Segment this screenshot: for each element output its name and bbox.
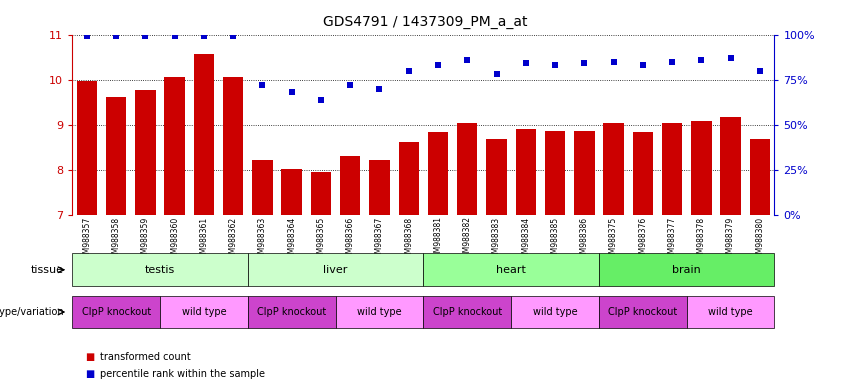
Text: tissue: tissue [31, 265, 64, 275]
Bar [223, 76, 243, 215]
Bar [369, 159, 390, 215]
Text: testis: testis [145, 265, 175, 275]
Bar [282, 169, 302, 215]
Bar [516, 129, 536, 215]
Bar [252, 160, 272, 215]
Bar [632, 132, 653, 215]
Point [139, 33, 152, 40]
Bar [750, 139, 770, 215]
Point [110, 33, 123, 40]
Point [314, 96, 328, 103]
Text: heart: heart [496, 265, 526, 275]
Text: GDS4791 / 1437309_PM_a_at: GDS4791 / 1437309_PM_a_at [323, 15, 528, 29]
Point [168, 33, 181, 40]
Text: ■: ■ [85, 369, 94, 379]
Point [460, 57, 474, 63]
Text: liver: liver [323, 265, 348, 275]
Bar [457, 122, 477, 215]
Bar [662, 123, 683, 215]
Text: percentile rank within the sample: percentile rank within the sample [100, 369, 266, 379]
Bar [164, 76, 185, 215]
Point [753, 68, 767, 74]
Text: wild type: wild type [357, 307, 402, 317]
Bar [486, 139, 506, 215]
Point [548, 62, 562, 68]
Point [344, 82, 357, 88]
Point [197, 33, 211, 40]
Text: transformed count: transformed count [100, 352, 191, 362]
Text: ClpP knockout: ClpP knockout [257, 307, 326, 317]
Text: genotype/variation: genotype/variation [0, 307, 64, 317]
Text: brain: brain [672, 265, 701, 275]
Point [373, 86, 386, 92]
Point [607, 59, 620, 65]
Point [402, 68, 415, 74]
Point [578, 60, 591, 66]
Text: ClpP knockout: ClpP knockout [608, 307, 677, 317]
Text: wild type: wild type [708, 307, 753, 317]
Point [519, 60, 533, 66]
Point [255, 82, 269, 88]
Bar [311, 172, 331, 215]
Bar [574, 131, 595, 215]
Text: ■: ■ [85, 352, 94, 362]
Text: ClpP knockout: ClpP knockout [82, 307, 151, 317]
Bar [428, 132, 448, 215]
Bar [545, 131, 565, 215]
Bar [398, 142, 419, 215]
Text: ClpP knockout: ClpP knockout [432, 307, 502, 317]
Bar [340, 156, 361, 215]
Point [226, 33, 240, 40]
Text: wild type: wild type [181, 307, 226, 317]
Point [431, 62, 445, 68]
Text: wild type: wild type [533, 307, 577, 317]
Bar [135, 89, 156, 215]
Bar [720, 117, 740, 215]
Bar [603, 122, 624, 215]
Bar [77, 81, 97, 215]
Point [665, 59, 679, 65]
Point [694, 57, 708, 63]
Bar [194, 54, 214, 215]
Point [723, 55, 737, 61]
Point [285, 89, 299, 95]
Point [489, 71, 503, 77]
Bar [106, 97, 127, 215]
Point [636, 62, 649, 68]
Point [80, 33, 94, 40]
Bar [691, 121, 711, 215]
